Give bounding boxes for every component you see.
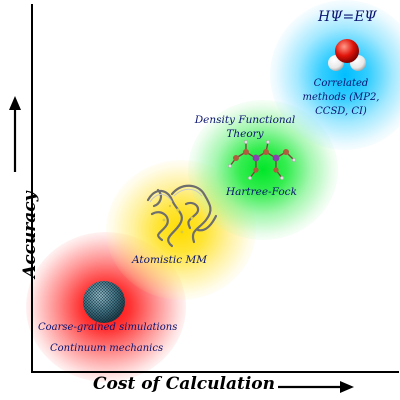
correlated-methods-label: Correlated methods (MP2, CCSD, CI) [302, 78, 380, 117]
dft-label: Density Functional Theory [194, 114, 296, 140]
y-axis-title: Accuracy [20, 191, 40, 278]
x-arrow-icon [278, 381, 354, 393]
x-axis-title: Cost of Calculation [93, 374, 275, 394]
molecule-ball-stick-icon [228, 140, 296, 181]
y-arrow-icon [9, 96, 21, 172]
continuum-mechanics-label: Continuum mechanics [50, 343, 164, 354]
schrodinger-equation: HΨ=EΨ [318, 9, 377, 25]
correlated-glow [270, 0, 400, 150]
water-molecule-icon [328, 39, 366, 71]
coarse-grained-label: Coarse-grained simulations [38, 322, 178, 333]
sphere-mesh-icon [83, 281, 125, 323]
protein-ribbon-icon [146, 184, 218, 248]
hartree-fock-label: Hartree-Fock [226, 186, 297, 198]
atomistic-mm-label: Atomistic MM [132, 254, 207, 266]
